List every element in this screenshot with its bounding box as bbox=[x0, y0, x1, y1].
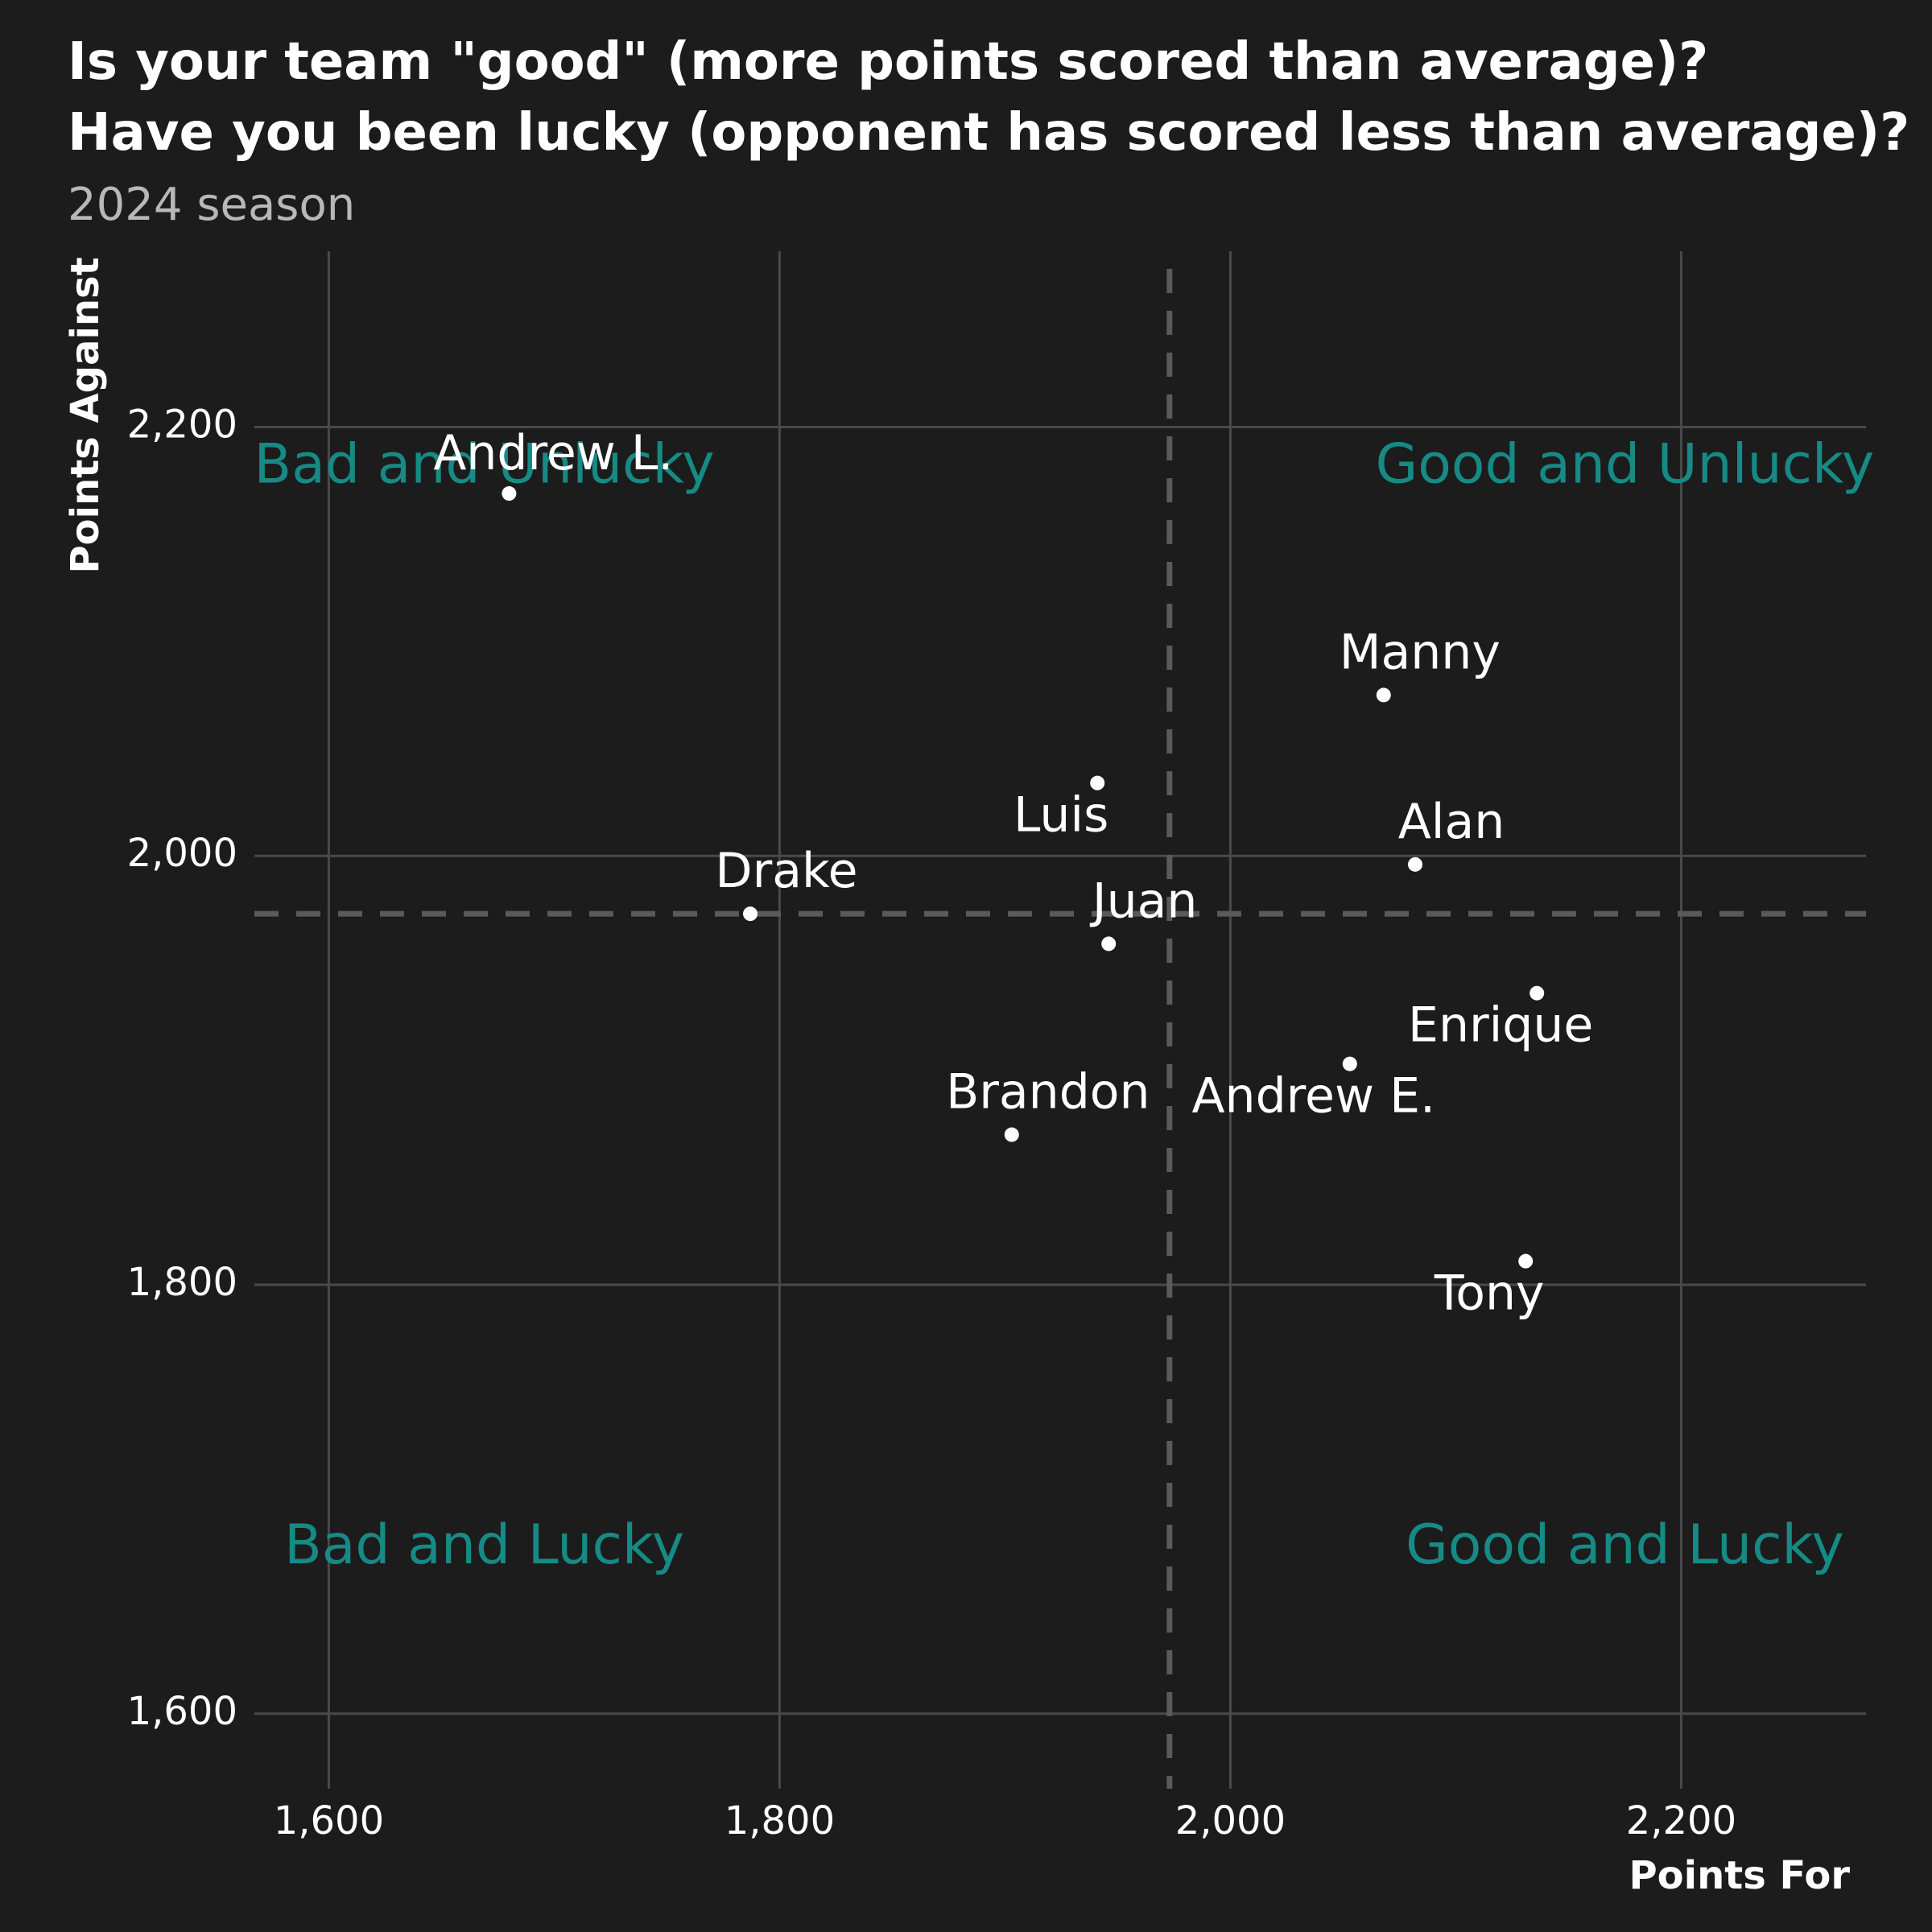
point-label-0: Andrew L. bbox=[433, 425, 673, 481]
point-label-4: Drake bbox=[715, 843, 857, 899]
point-0 bbox=[502, 486, 517, 502]
y-tick-label-3: 2,200 bbox=[127, 402, 237, 447]
point-6 bbox=[1530, 985, 1545, 1001]
y-tick-label-2: 2,000 bbox=[127, 831, 237, 876]
point-4 bbox=[743, 906, 758, 922]
point-label-3: Alan bbox=[1398, 794, 1505, 850]
point-label-9: Tony bbox=[1434, 1265, 1545, 1322]
x-axis-title: Points For bbox=[1629, 1853, 1851, 1898]
y-axis-title: Points Against bbox=[63, 257, 108, 573]
average-lines bbox=[254, 269, 1866, 1789]
point-label-2: Luis bbox=[1013, 787, 1108, 844]
tick-labels: 1,600 1,800 2,000 2,200 1,600 1,800 2,000 2,200 bbox=[127, 402, 1737, 1843]
point-9 bbox=[1518, 1253, 1534, 1269]
point-label-1: Manny bbox=[1340, 624, 1501, 680]
x-tick-label-1: 1,800 bbox=[724, 1798, 835, 1843]
point-7 bbox=[1342, 1056, 1357, 1071]
x-tick-label-3: 2,200 bbox=[1626, 1798, 1736, 1843]
point-2 bbox=[1090, 775, 1105, 791]
point-label-6: Enrique bbox=[1408, 997, 1593, 1054]
data-points: Andrew L. Manny Luis Alan Drake Juan Enrique An… bbox=[433, 425, 1593, 1322]
quadrant-label-1: Good and Unlucky bbox=[1376, 433, 1875, 497]
point-label-5: Juan bbox=[1089, 873, 1198, 929]
point-5 bbox=[1101, 936, 1117, 952]
quadrant-label-0: Bad and Unlucky bbox=[254, 433, 715, 497]
x-tick-label-0: 1,600 bbox=[274, 1798, 384, 1843]
x-tick-label-2: 2,000 bbox=[1175, 1798, 1286, 1843]
point-3 bbox=[1408, 857, 1422, 872]
y-tick-label-1: 1,800 bbox=[127, 1260, 237, 1305]
quadrant-labels: Bad and Unlucky Good and Unlucky Bad and L… bbox=[254, 433, 1875, 1578]
chart-title-line-2: Have you been lucky (opponent has scored… bbox=[68, 103, 1909, 163]
chart-title-line-1: Is your team "good" (more points scored … bbox=[68, 32, 1708, 92]
y-tick-label-0: 1,600 bbox=[127, 1689, 237, 1734]
chart-subtitle: 2024 season bbox=[68, 179, 355, 231]
grid bbox=[254, 251, 1866, 1789]
point-1 bbox=[1376, 687, 1391, 703]
point-8 bbox=[1004, 1127, 1019, 1142]
quadrant-label-3: Good and Lucky bbox=[1406, 1513, 1844, 1577]
point-label-7: Andrew E. bbox=[1192, 1068, 1436, 1125]
quadrant-label-2: Bad and Lucky bbox=[284, 1513, 684, 1577]
point-label-8: Brandon bbox=[946, 1064, 1150, 1121]
